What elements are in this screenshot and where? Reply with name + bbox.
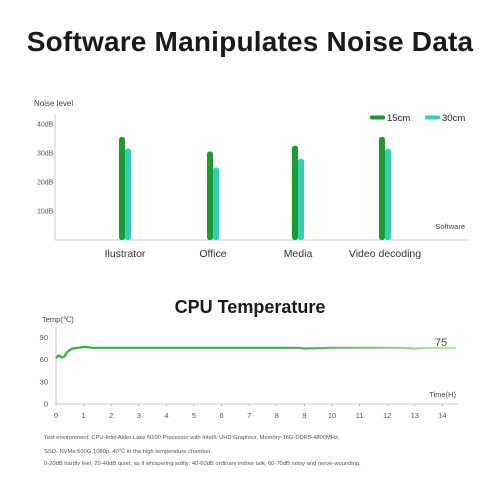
- cpu-y-tick-label: 30: [40, 377, 48, 386]
- legend-swatch-15cm: [370, 115, 385, 120]
- cpu-x-tick-label: 7: [247, 411, 251, 420]
- noise-bar-30cm: [213, 167, 219, 240]
- legend-label-15cm: 15cm: [387, 113, 410, 124]
- noise-category-label: Ilustrator: [105, 248, 146, 260]
- legend-label-30cm: 30cm: [442, 113, 465, 124]
- cpu-y-tick-label: 90: [40, 333, 48, 342]
- cpu-x-tick-label: 14: [438, 411, 446, 420]
- noise-bar-15cm: [119, 137, 125, 240]
- cpu-x-tick-label: 4: [164, 411, 168, 420]
- cpu-x-tick-label: 11: [356, 411, 364, 420]
- legend-swatch-30cm: [425, 115, 440, 120]
- cpu-x-tick-label: 9: [302, 411, 306, 420]
- cpu-x-tick-label: 12: [383, 411, 391, 420]
- test-env-note-2: SSD- NVMe 500G,1080p, 40℃ in the high te…: [44, 449, 212, 455]
- cpu-x-tick-label: 0: [54, 411, 58, 420]
- noise-y-tick-label: 20dB: [37, 180, 54, 187]
- cpu-x-tick-label: 6: [220, 411, 224, 420]
- noise-y-tick-label: 30dB: [37, 151, 54, 158]
- cpu-chart-title: CPU Temperature: [174, 297, 326, 317]
- cpu-ylabel: Temp(℃): [42, 315, 74, 324]
- cpu-x-tick-label: 13: [411, 411, 419, 420]
- noise-scale-note: 0-20dB hardly feel, 20-40dB quiet, as if…: [44, 461, 361, 467]
- cpu-xlabel: Time(H): [429, 390, 456, 399]
- noise-category-label: Media: [284, 248, 313, 260]
- cpu-y-tick-label: 60: [40, 355, 48, 364]
- noise-bar-15cm: [292, 145, 298, 240]
- noise-xlabel: Software: [435, 222, 465, 231]
- test-env-note: Test environment: CPU-Intel Alder Lake N…: [44, 435, 340, 441]
- noise-category-label: Office: [199, 248, 226, 260]
- cpu-x-tick-label: 1: [82, 411, 86, 420]
- noise-ylabel: Noise level: [34, 99, 73, 108]
- cpu-annotation-75: 75: [435, 337, 447, 349]
- noise-y-tick-label: 40dB: [37, 122, 54, 129]
- cpu-x-tick-label: 2: [109, 411, 113, 420]
- noise-y-tick-label: 10dB: [37, 209, 54, 216]
- cpu-temperature-line: [55, 345, 457, 359]
- cpu-x-tick-label: 10: [328, 411, 336, 420]
- main-title: Software Manipulates Noise Data: [26, 26, 474, 57]
- noise-bar-30cm: [125, 148, 131, 240]
- noise-bar-30cm: [385, 148, 391, 240]
- cpu-x-tick-label: 3: [137, 411, 141, 420]
- noise-bar-15cm: [379, 137, 385, 240]
- cpu-x-tick-label: 5: [192, 411, 196, 420]
- noise-bar-30cm: [298, 158, 304, 240]
- noise-category-label: Video decoding: [349, 248, 421, 260]
- cpu-y-tick-label: 0: [44, 400, 48, 409]
- cpu-x-tick-label: 8: [275, 411, 279, 420]
- noise-bar-15cm: [207, 151, 213, 240]
